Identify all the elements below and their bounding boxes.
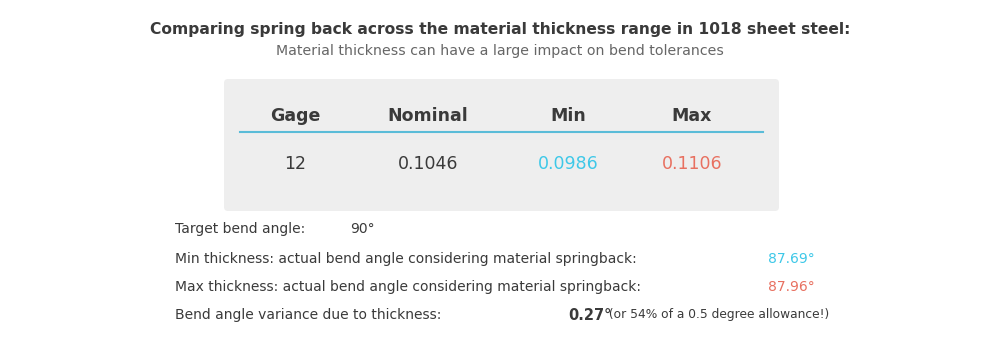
Text: Min: Min bbox=[550, 107, 586, 125]
Text: 87.96°: 87.96° bbox=[768, 280, 815, 294]
Text: 0.1106: 0.1106 bbox=[662, 155, 722, 173]
Text: 0.27°: 0.27° bbox=[568, 308, 611, 323]
Text: 0.0986: 0.0986 bbox=[538, 155, 598, 173]
Text: 0.1046: 0.1046 bbox=[398, 155, 458, 173]
Text: 12: 12 bbox=[284, 155, 306, 173]
Text: Bend angle variance due to thickness:: Bend angle variance due to thickness: bbox=[175, 308, 441, 322]
Text: Nominal: Nominal bbox=[388, 107, 468, 125]
Text: Material thickness can have a large impact on bend tolerances: Material thickness can have a large impa… bbox=[276, 44, 724, 58]
Text: Max: Max bbox=[672, 107, 712, 125]
Text: Comparing spring back across the material thickness range in 1018 sheet steel:: Comparing spring back across the materia… bbox=[150, 22, 850, 37]
Text: 87.69°: 87.69° bbox=[768, 252, 815, 266]
Text: Gage: Gage bbox=[270, 107, 320, 125]
Text: Target bend angle:: Target bend angle: bbox=[175, 222, 305, 236]
Text: (or 54% of a 0.5 degree allowance!): (or 54% of a 0.5 degree allowance!) bbox=[605, 308, 829, 321]
Text: 90°: 90° bbox=[350, 222, 375, 236]
Text: Min thickness: actual bend angle considering material springback:: Min thickness: actual bend angle conside… bbox=[175, 252, 637, 266]
FancyBboxPatch shape bbox=[224, 79, 779, 211]
Text: Max thickness: actual bend angle considering material springback:: Max thickness: actual bend angle conside… bbox=[175, 280, 641, 294]
